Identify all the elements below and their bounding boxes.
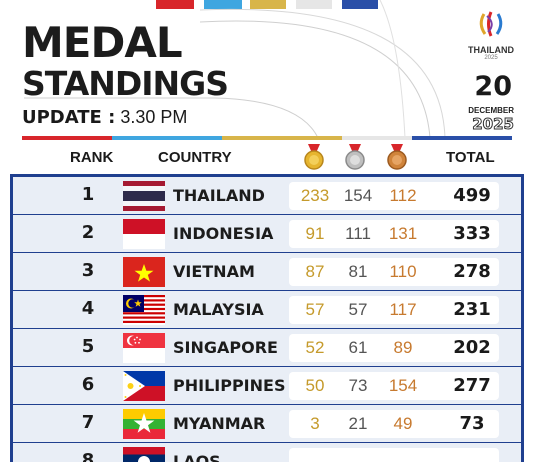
table-row: 1 THAILAND 233 154 112 499 xyxy=(13,177,521,215)
thailand-flag-icon xyxy=(123,181,165,211)
gold-count: 233 xyxy=(300,186,330,205)
total-count: 202 xyxy=(453,337,491,358)
table-row: 8 LAOS xyxy=(13,443,521,462)
silver-count: 21 xyxy=(348,414,368,433)
date-year: 2025 xyxy=(472,115,515,134)
medal-pill xyxy=(289,182,499,210)
row-separator xyxy=(13,214,521,215)
date-day: 20 xyxy=(474,71,512,102)
silver-medal-icon xyxy=(345,144,365,170)
row-separator xyxy=(13,290,521,291)
update-label: UPDATE : xyxy=(22,107,116,128)
country-name: VIETNAM xyxy=(173,262,255,281)
total-count: 499 xyxy=(453,185,491,206)
top-color-strip xyxy=(0,0,534,9)
rank-cell: 1 xyxy=(81,184,95,205)
philippines-flag-icon xyxy=(123,371,165,401)
indonesia-flag-icon xyxy=(123,219,165,249)
country-name: SINGAPORE xyxy=(173,338,278,357)
rank-cell: 3 xyxy=(81,260,95,281)
update-time-value: 3.30 PM xyxy=(120,107,188,127)
silver-count: 73 xyxy=(348,376,368,395)
table-row: 5 SINGAPORE 52 61 89 202 xyxy=(13,329,521,367)
bronze-medal-icon xyxy=(387,144,407,170)
column-total: TOTAL xyxy=(446,149,495,166)
games-emblem-icon xyxy=(479,11,503,37)
country-name: LAOS xyxy=(173,452,221,462)
bronze-count: 154 xyxy=(388,376,418,395)
bronze-count: 112 xyxy=(389,186,417,205)
header-divider xyxy=(22,136,512,140)
date-month: DECEMBER xyxy=(468,106,514,115)
logo-year: 2025 xyxy=(484,55,498,61)
gold-count: 3 xyxy=(310,414,320,433)
vietnam-flag-icon xyxy=(123,257,165,287)
silver-count: 154 xyxy=(343,186,373,205)
page-title-line1: MEDAL xyxy=(22,18,183,67)
malaysia-flag-icon xyxy=(123,295,165,325)
medal-pill xyxy=(289,372,499,400)
medal-pill xyxy=(289,258,499,286)
gold-medal-icon xyxy=(304,144,324,170)
rank-cell: 5 xyxy=(81,336,95,357)
logo-text: THAILAND xyxy=(468,45,514,55)
rank-cell: 6 xyxy=(81,374,95,395)
decorative-arcs xyxy=(24,0,446,139)
gold-count: 50 xyxy=(305,376,325,395)
row-separator xyxy=(13,328,521,329)
table-row: 3 VIETNAM 87 81 110 278 xyxy=(13,253,521,291)
gold-count: 91 xyxy=(305,224,325,243)
country-name: MALAYSIA xyxy=(173,300,264,319)
gold-count: 57 xyxy=(305,300,325,319)
rank-cell: 7 xyxy=(81,412,95,433)
medal-pill xyxy=(289,220,499,248)
table-row: 7 MYANMAR 3 21 49 73 xyxy=(13,405,521,443)
table-header: RANK COUNTRY TOTAL xyxy=(0,140,534,174)
total-count: 277 xyxy=(453,375,491,396)
silver-count: 57 xyxy=(348,300,368,319)
gold-count: 52 xyxy=(305,338,325,357)
medal-pill xyxy=(289,410,499,438)
total-count: 231 xyxy=(453,299,491,320)
total-count: 333 xyxy=(453,223,491,244)
laos-flag-icon xyxy=(123,447,165,462)
silver-count: 81 xyxy=(348,262,368,281)
row-separator xyxy=(13,442,521,443)
bronze-count: 131 xyxy=(388,224,418,243)
column-rank: RANK xyxy=(70,149,114,166)
column-country: COUNTRY xyxy=(158,149,232,166)
singapore-flag-icon xyxy=(123,333,165,363)
bronze-count: 117 xyxy=(389,300,417,319)
medal-pill xyxy=(289,334,499,362)
total-count: 73 xyxy=(459,413,485,434)
total-count: 278 xyxy=(453,261,491,282)
rank-cell: 8 xyxy=(81,450,95,462)
table-row: 4 MALAYSIA 57 57 117 231 xyxy=(13,291,521,329)
silver-count: 111 xyxy=(345,224,371,243)
rank-cell: 4 xyxy=(81,298,95,319)
row-separator xyxy=(13,252,521,253)
myanmar-flag-icon xyxy=(123,409,165,439)
medal-pill xyxy=(289,296,499,324)
silver-count: 61 xyxy=(348,338,368,357)
country-name: THAILAND xyxy=(173,186,265,205)
country-name: MYANMAR xyxy=(173,414,266,433)
rank-cell: 2 xyxy=(81,222,95,243)
row-separator xyxy=(13,366,521,367)
update-time: UPDATE : 3.30 PM xyxy=(22,107,187,128)
games-logo: THAILAND 2025 xyxy=(462,10,520,61)
page-title-line2: STANDINGS xyxy=(22,64,229,103)
bronze-count: 49 xyxy=(393,414,413,433)
bronze-count: 110 xyxy=(389,262,417,281)
table-row: 2 INDONESIA 91 111 131 333 xyxy=(13,215,521,253)
table-row: 6 PHILIPPINES 50 73 154 277 xyxy=(13,367,521,405)
row-separator xyxy=(13,404,521,405)
medal-pill xyxy=(289,448,499,462)
country-name: PHILIPPINES xyxy=(173,376,286,395)
country-name: INDONESIA xyxy=(173,224,274,243)
bronze-count: 89 xyxy=(393,338,413,357)
gold-count: 87 xyxy=(305,262,325,281)
table-frame xyxy=(10,174,524,462)
